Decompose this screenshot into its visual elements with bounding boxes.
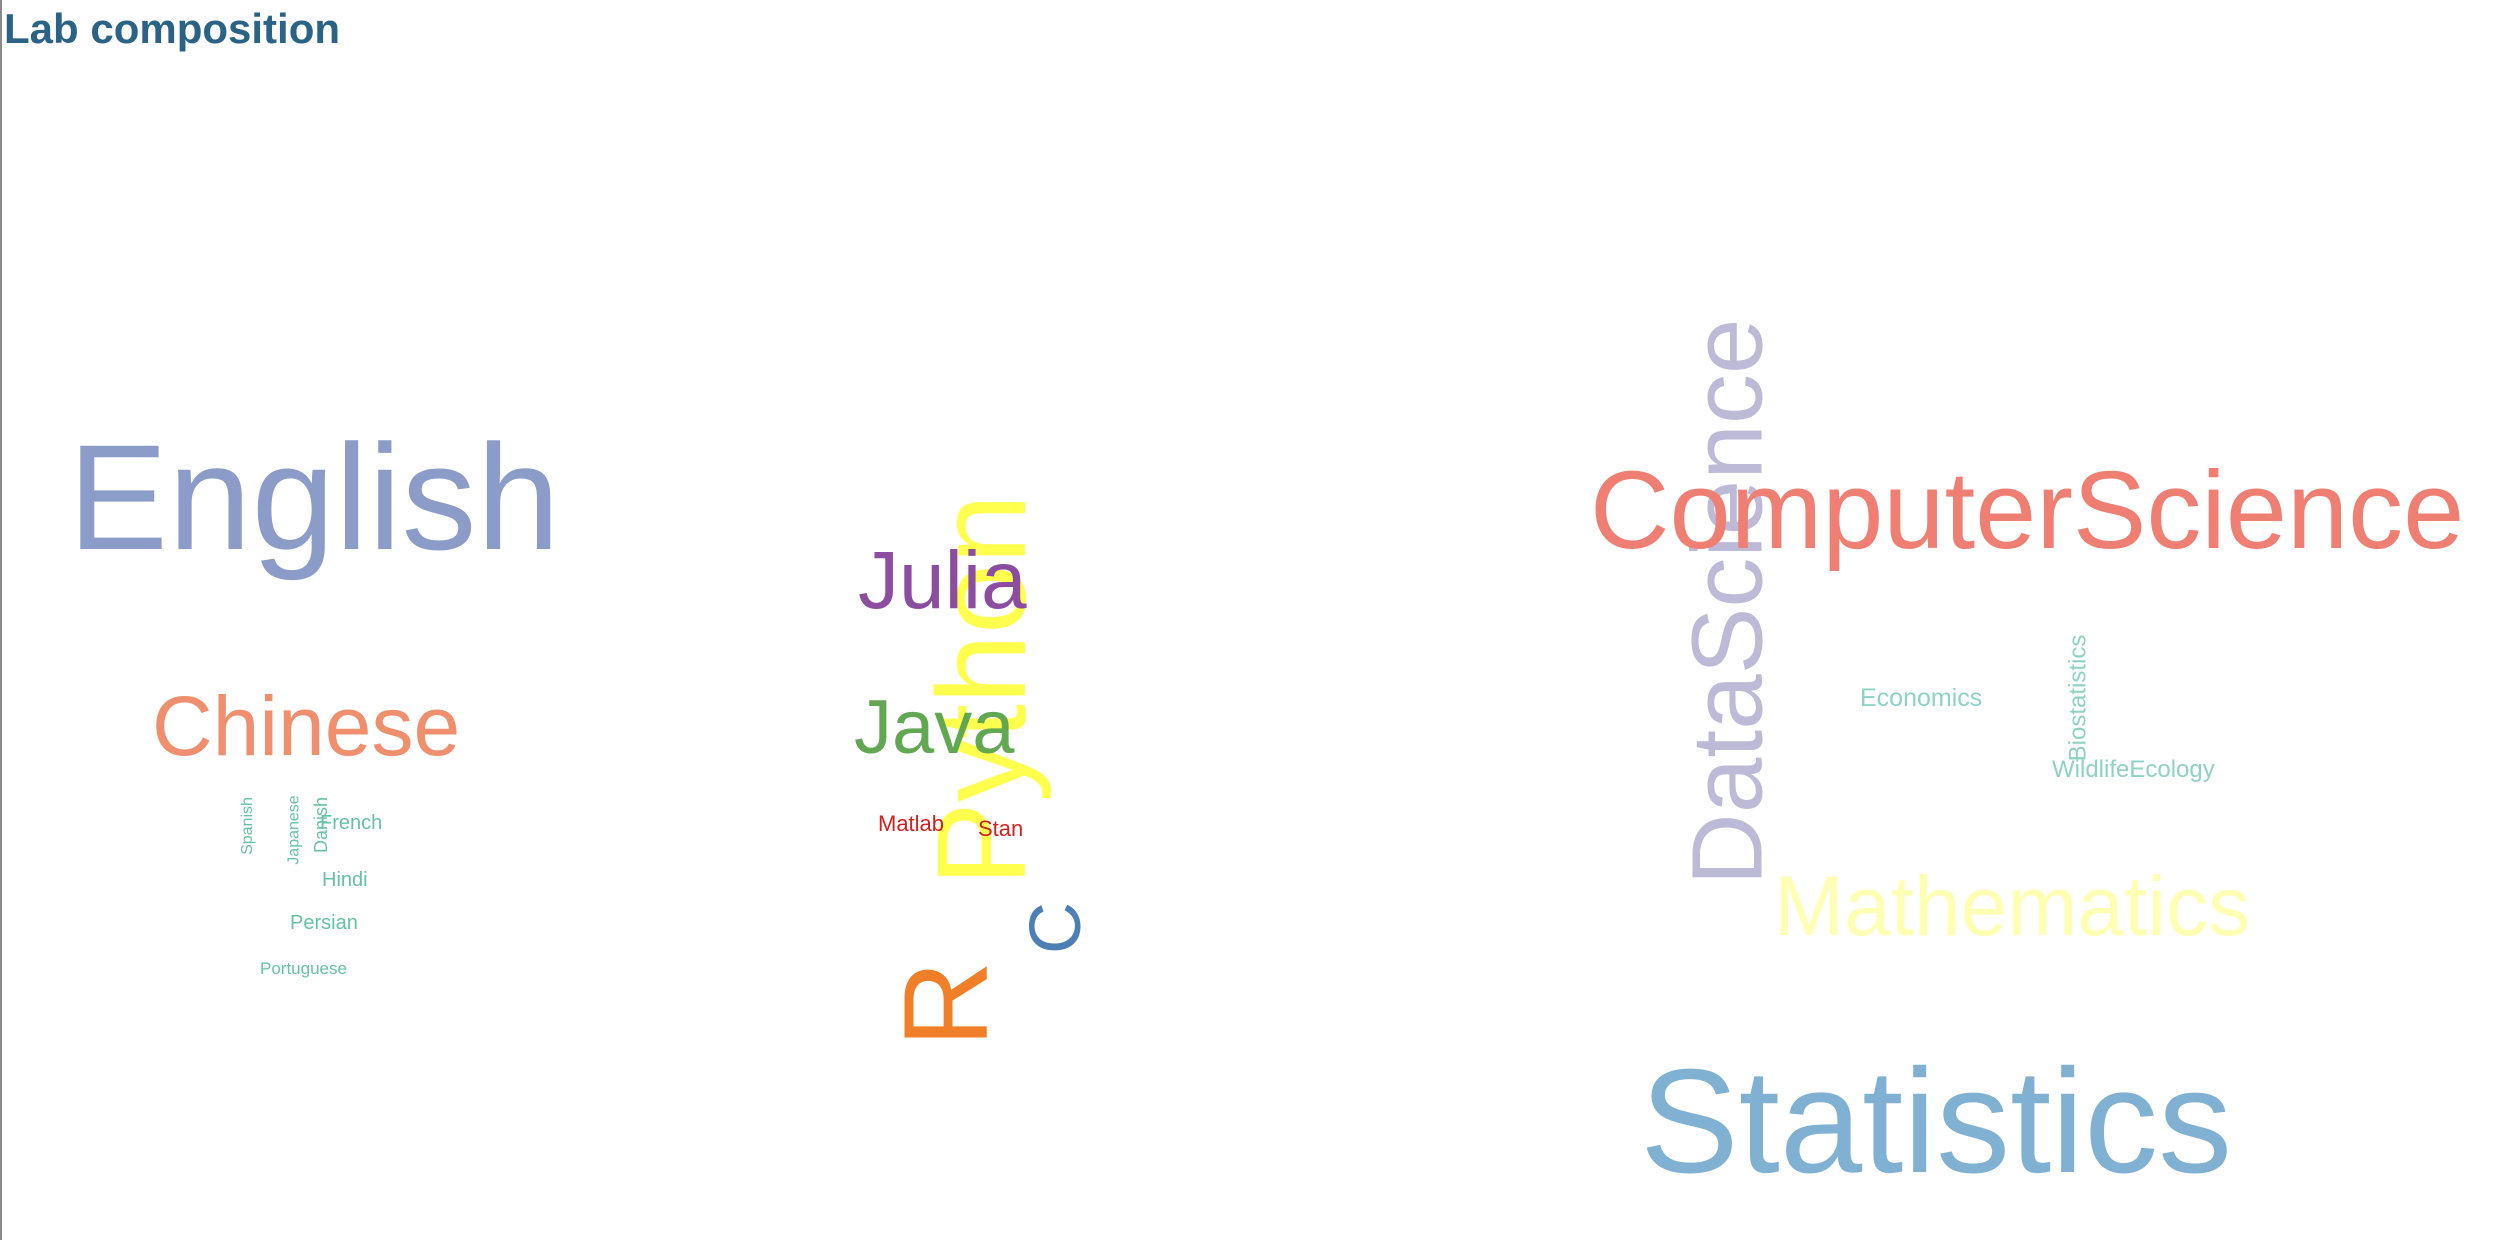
word-english: English (68, 413, 560, 581)
word-economics: Economics (1860, 684, 1983, 712)
word-french: French (320, 812, 383, 834)
word-r: R (878, 960, 1013, 1048)
word-matlab: Matlab (878, 811, 945, 836)
word-spanish: Spanish (238, 797, 256, 855)
word-c: C (1016, 902, 1096, 954)
word-julia: Julia (858, 535, 1027, 626)
word-portuguese: Portuguese (260, 959, 347, 978)
word-computerscience: ComputerScience (1590, 449, 2465, 572)
word-datascience: DataScience (1671, 318, 1784, 886)
word-statistics: Statistics (1640, 1039, 2233, 1204)
word-japanese: Japanese (285, 795, 303, 865)
word-java: Java (854, 685, 1015, 770)
word-stan: Stan (978, 816, 1024, 841)
word-biostatistics: Biostatistics (2064, 634, 2092, 762)
word-persian: Persian (290, 912, 358, 934)
word-hindi: Hindi (322, 869, 368, 891)
word-wildlifeecology: WildlifeEcology (2052, 756, 2215, 783)
word-mathematics: Mathematics (1774, 859, 2251, 953)
chart-title: Lab composition (4, 5, 340, 52)
word-chinese: Chinese (152, 679, 461, 773)
